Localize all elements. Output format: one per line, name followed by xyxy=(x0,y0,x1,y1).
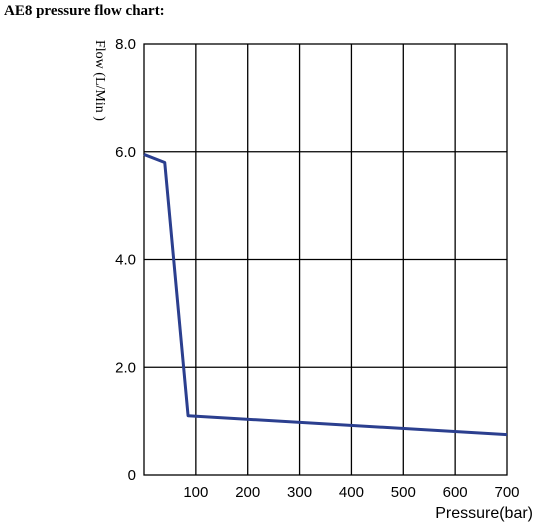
chart-title: AE8 pressure flow chart: xyxy=(4,3,165,19)
tick-layer: 100 200 300 400 500 600 700 0 2.0 4.0 6.0 8.0 xyxy=(115,36,519,501)
x-tick-label: 600 xyxy=(443,484,468,501)
y-tick-label: 4.0 xyxy=(115,252,136,269)
x-tick-label: 100 xyxy=(183,484,208,501)
x-tick-label: 200 xyxy=(235,484,260,501)
grid-layer xyxy=(143,43,508,476)
y-axis-label: Flow (L/Min ) xyxy=(92,40,107,121)
y-tick-label: 8.0 xyxy=(115,36,136,53)
x-tick-label: 500 xyxy=(391,484,416,501)
y-tick-label: 2.0 xyxy=(115,359,136,376)
series-layer xyxy=(143,153,508,437)
x-tick-label: 700 xyxy=(494,484,519,501)
x-tick-label: 400 xyxy=(339,484,364,501)
x-tick-label: 300 xyxy=(287,484,312,501)
y-tick-label: 6.0 xyxy=(115,144,136,161)
x-axis-label: Pressure(bar) xyxy=(435,505,533,522)
flow-series-line xyxy=(143,153,508,437)
y-tick-label: 0 xyxy=(128,467,136,484)
